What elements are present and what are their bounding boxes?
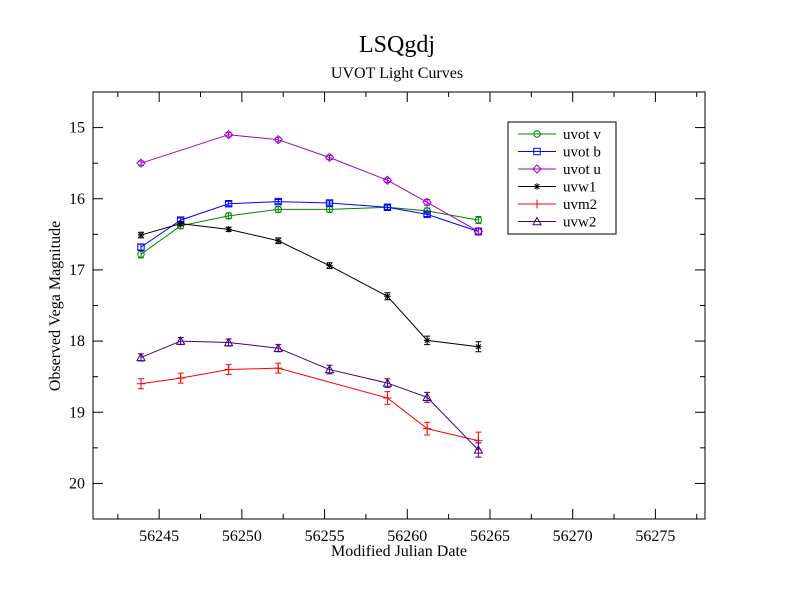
data-point-uvw1 [326,262,333,269]
legend-marker-uvot-v [533,130,541,138]
x-tick-label: 56250 [222,528,262,545]
y-tick-label: 17 [69,262,85,279]
y-axis: 15 16 17 18 19 20 [69,91,705,520]
legend-marker-uvm2 [532,199,542,209]
data-point-uvot-v [474,216,483,224]
data-point-uvw1 [137,231,145,239]
legend-label-uvot-v: uvot v [563,127,601,143]
data-point-uvot-b [137,243,145,251]
data-point-uvot-u [136,158,146,168]
data-point-uvm2 [383,393,392,403]
data-point-uvw1 [475,343,482,350]
data-point-uvw1 [177,220,184,227]
data-point-uvw2 [382,378,393,387]
legend-label-uvw1: uvw1 [563,180,596,196]
data-point-uvot-u [422,197,432,208]
error-bar-uvot-b [424,211,431,218]
data-point-uvot-b [325,199,334,207]
x-tick-label: 56255 [305,528,345,545]
plot-frame [92,91,706,520]
data-point-uvw2 [473,444,484,454]
data-point-uvot-u [473,226,484,237]
x-tick-label: 56270 [553,528,593,545]
error-bar-uvot-b [275,198,282,205]
data-point-uvot-v [224,212,233,220]
legend-label-uvw2: uvw2 [563,215,596,231]
data-point-uvot-b [274,197,282,206]
y-tick-label: 18 [69,333,85,350]
data-point-uvot-b [423,210,431,219]
y-tick-label: 19 [69,404,85,421]
y-tick-label: 20 [69,475,85,492]
x-axis-label: Modified Julian Date [331,543,467,560]
y-tick-label: 16 [69,191,85,208]
data-point-uvm2 [176,373,185,383]
data-point-uvw1 [384,293,391,300]
legend-label-uvot-b: uvot b [563,145,601,161]
data-point-uvot-v [137,250,145,258]
data-point-uvw2 [324,364,335,374]
legend-marker-uvw1 [533,183,541,190]
legend-marker-uvot-u [532,164,542,174]
data-point-uvm2 [422,424,432,433]
error-bar-uvot-b [225,201,232,207]
x-tick-label: 56275 [635,528,675,545]
legend-label-uvm2: uvm2 [563,197,597,213]
error-bar-uvot-b [326,200,333,206]
data-point-uvw1 [225,226,232,233]
data-point-uvw2 [136,352,146,362]
data-point-uvot-u [273,134,283,145]
legend-item-uvot-b: uvot b [518,145,601,161]
legend-item-uvot-v: uvot v [518,127,601,143]
data-point-uvot-u [382,175,393,185]
series-uvot-u [136,129,484,237]
series-line-uvm2 [140,367,479,442]
y-axis-label: Observed Vega Magnitude [47,221,64,391]
series-line-uvot-b [140,201,479,248]
data-point-uvm2 [136,379,146,388]
data-point-uvot-b [224,200,233,208]
legend-item-uvw1: uvw1 [518,180,596,196]
data-point-uvw2 [273,343,284,352]
legend-label-uvot-u: uvot u [563,162,601,178]
legend-marker-uvw2 [532,216,542,226]
data-point-uvw2 [175,336,186,345]
data-point-uvot-v [274,205,282,214]
data-point-uvw1 [423,337,431,344]
data-point-uvm2 [274,363,283,373]
error-bar-uvot-u [424,198,431,206]
x-tick-label: 56260 [387,528,427,545]
legend-item-uvm2: uvm2 [518,197,597,213]
chart-title: LSQgdj [359,32,435,58]
series-layer [136,129,484,458]
series-uvw1 [137,220,482,353]
error-bar-uvot-b [384,204,391,210]
series-line-uvw2 [140,340,479,451]
legend-box [507,121,617,235]
data-point-uvot-u [324,152,335,163]
legend-item-uvot-u: uvot u [518,162,601,178]
x-tick-label: 56245 [139,528,179,545]
legend-marker-uvot-b [533,147,541,156]
series-uvw2 [136,336,484,458]
data-point-uvw2 [422,392,432,402]
data-point-uvw1 [275,237,282,244]
x-axis: 56245 56250 56255 56260 56265 56270 56275 [117,92,698,545]
series-uvm2 [136,362,483,450]
data-point-uvw2 [223,337,234,347]
x-tick-label: 56265 [470,528,510,545]
y-tick-label: 15 [69,120,85,137]
data-point-uvot-b [383,203,392,211]
data-point-uvm2 [224,365,233,374]
data-point-uvot-u [223,129,234,140]
series-line-uvw1 [140,223,479,348]
chart-subtitle: UVOT Light Curves [331,65,463,82]
legend-item-uvw2: uvw2 [518,215,596,231]
